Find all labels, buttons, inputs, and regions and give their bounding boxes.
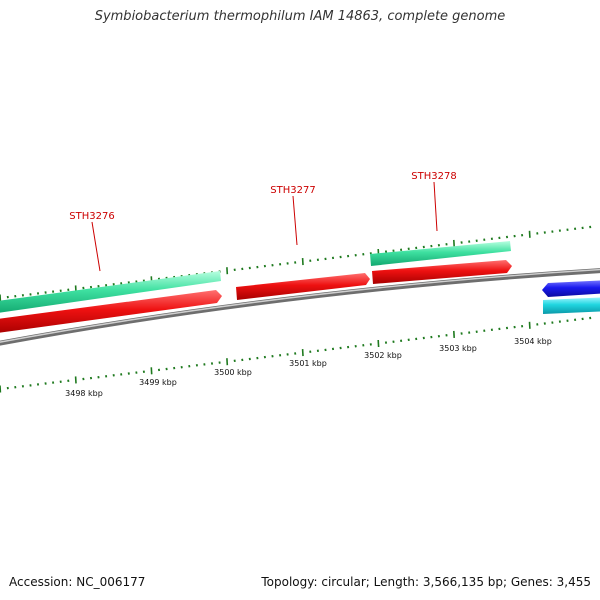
scale-label: 3498 kbp [65, 389, 103, 398]
gene-arrow-reverse[interactable] [542, 280, 600, 297]
scale-label: 3502 kbp [364, 351, 402, 360]
accession-text: Accession: NC_006177 [9, 575, 146, 589]
gene-label-sth3276: STH3276 [69, 211, 114, 222]
scale-label: 3499 kbp [139, 378, 177, 387]
scale-label: 3504 kbp [514, 337, 552, 346]
genome-backbone [0, 268, 600, 346]
genome-backbone-highlight [0, 268, 600, 343]
genome-title: Symbiobacterium thermophilum IAM 14863, … [94, 9, 506, 24]
gene-arrow-sth3278[interactable] [372, 260, 512, 284]
cds-reverse-block [543, 297, 600, 314]
gene-arrow-sth3276[interactable] [0, 290, 222, 334]
gene-label-sth3277: STH3277 [270, 185, 315, 196]
gene-leader-sth3277 [292, 195, 298, 246]
scale-label: 3501 kbp [289, 359, 327, 368]
gene-leader-sth3276 [91, 221, 101, 272]
upper-tick-row [0, 225, 592, 302]
genome-summary-text: Topology: circular; Length: 3,566,135 bp… [261, 575, 591, 589]
scale-label: 3503 kbp [439, 344, 477, 353]
scale-label: 3500 kbp [214, 368, 252, 377]
cds-forward-block [370, 241, 511, 266]
gene-arrow-sth3277[interactable] [236, 273, 370, 300]
cds-forward-block [0, 271, 221, 313]
gene-leader-sth3278 [433, 181, 438, 232]
gene-label-sth3278: STH3278 [411, 171, 456, 182]
lower-tick-row [0, 316, 592, 393]
